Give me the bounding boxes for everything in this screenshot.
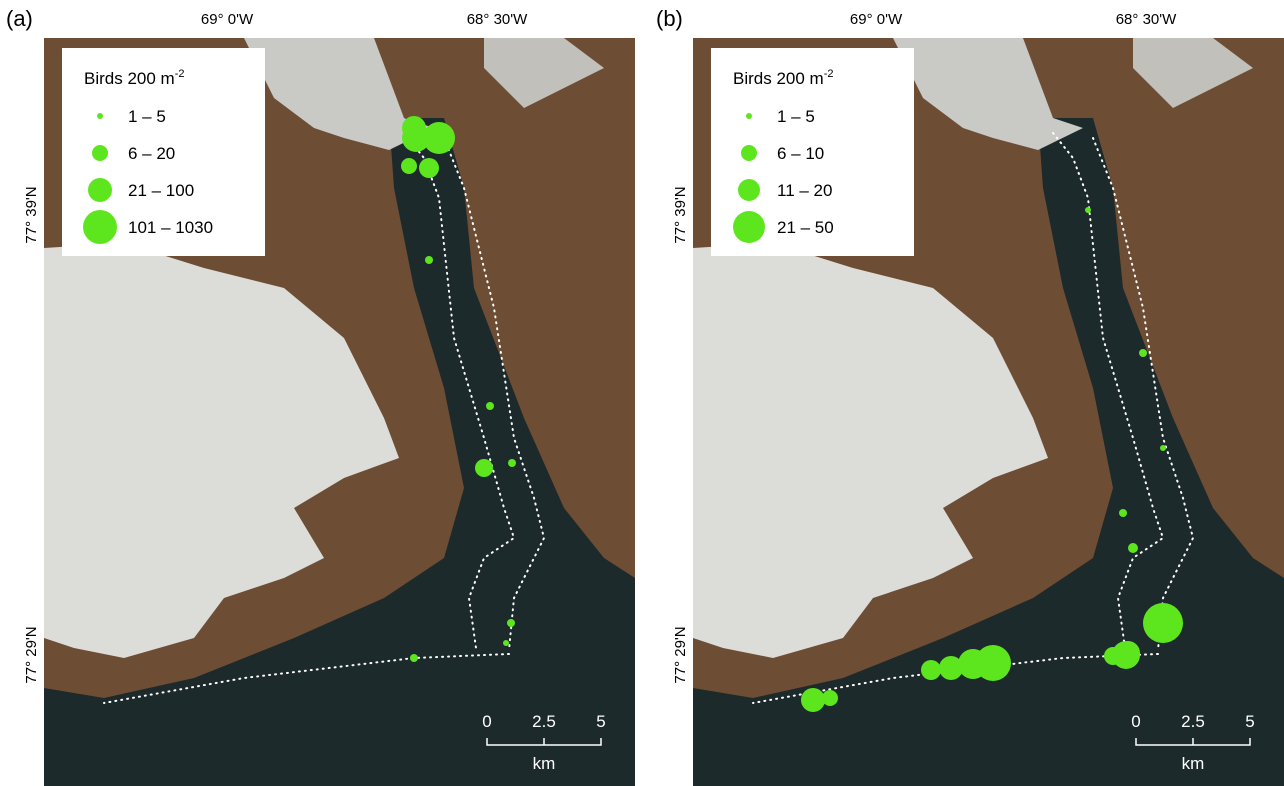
legend-swatch bbox=[97, 113, 103, 119]
bird-observation bbox=[475, 459, 493, 477]
scale-label: 0 bbox=[1131, 712, 1140, 731]
bird-observation bbox=[508, 459, 516, 467]
legend-swatch bbox=[88, 178, 112, 202]
scale-unit: km bbox=[533, 754, 556, 773]
legend-entry: 101 – 1030 bbox=[128, 218, 213, 237]
bird-observation bbox=[410, 654, 418, 662]
legend-title-sup: -2 bbox=[175, 68, 185, 80]
bird-observation bbox=[1139, 349, 1147, 357]
latitude-label: 77° 29'N bbox=[23, 626, 40, 683]
bird-observation bbox=[1160, 445, 1166, 451]
bird-observation bbox=[1143, 603, 1183, 643]
legend-swatch bbox=[733, 211, 765, 243]
latitude-label: 77° 39'N bbox=[672, 186, 689, 243]
bird-observation bbox=[921, 660, 941, 680]
panel-label: (a) bbox=[6, 6, 33, 31]
bird-observation bbox=[801, 688, 825, 712]
legend-swatch bbox=[741, 145, 757, 161]
bird-observation bbox=[1116, 641, 1140, 665]
bird-observation bbox=[1128, 543, 1138, 553]
bird-observation bbox=[486, 402, 494, 410]
bird-observation bbox=[939, 656, 963, 680]
bird-observation bbox=[958, 649, 988, 679]
legend-entry: 1 – 5 bbox=[128, 107, 166, 126]
legend-entry: 11 – 20 bbox=[777, 181, 832, 200]
longitude-label: 68° 30'W bbox=[467, 11, 528, 28]
scale-label: 2.5 bbox=[1181, 712, 1205, 731]
bird-observation bbox=[419, 158, 439, 178]
longitude-label: 69° 0'W bbox=[201, 11, 254, 28]
panel-label: (b) bbox=[656, 6, 683, 31]
legend-entry: 21 – 100 bbox=[128, 181, 194, 200]
bird-observation bbox=[401, 158, 417, 174]
legend-title: Birds 200 m-2 bbox=[84, 68, 184, 88]
legend-title-sup: -2 bbox=[824, 68, 834, 80]
bird-observation bbox=[822, 690, 838, 706]
scale-label: 0 bbox=[482, 712, 491, 731]
legend-title-text: Birds 200 m bbox=[733, 69, 824, 88]
latitude-label: 77° 39'N bbox=[23, 186, 40, 243]
scale-label: 2.5 bbox=[532, 712, 556, 731]
legend-entry: 1 – 5 bbox=[777, 107, 815, 126]
legend: Birds 200 m-2 1 – 5 6 – 10 11 – 20 21 – 50 bbox=[711, 48, 914, 256]
bird-observation bbox=[402, 116, 426, 140]
legend-title: Birds 200 m-2 bbox=[733, 68, 833, 88]
legend-entry: 6 – 10 bbox=[777, 144, 824, 163]
bird-observation bbox=[507, 619, 515, 627]
scale-label: 5 bbox=[1245, 712, 1254, 731]
scale-label: 5 bbox=[596, 712, 605, 731]
legend-swatch bbox=[738, 179, 760, 201]
longitude-label: 68° 30'W bbox=[1116, 11, 1177, 28]
legend: Birds 200 m-2 1 – 5 6 – 20 21 – 100 101 – 10… bbox=[62, 48, 265, 256]
legend-entry: 6 – 20 bbox=[128, 144, 175, 163]
legend-swatch bbox=[92, 145, 108, 161]
bird-observation bbox=[1085, 207, 1091, 213]
legend-title-text: Birds 200 m bbox=[84, 69, 175, 88]
bird-observation bbox=[425, 256, 433, 264]
bird-observation bbox=[1119, 509, 1127, 517]
legend-swatch bbox=[83, 210, 117, 244]
legend-entry: 21 – 50 bbox=[777, 218, 834, 237]
bird-observation bbox=[423, 122, 455, 154]
latitude-label: 77° 29'N bbox=[672, 626, 689, 683]
scale-unit: km bbox=[1182, 754, 1205, 773]
longitude-label: 69° 0'W bbox=[850, 11, 903, 28]
bird-observation bbox=[503, 640, 509, 646]
legend-swatch bbox=[746, 113, 752, 119]
figure: (a) 69° 0'W 68° 30'W 77° 39'N 77° 29'N Birds … bbox=[0, 0, 1284, 786]
